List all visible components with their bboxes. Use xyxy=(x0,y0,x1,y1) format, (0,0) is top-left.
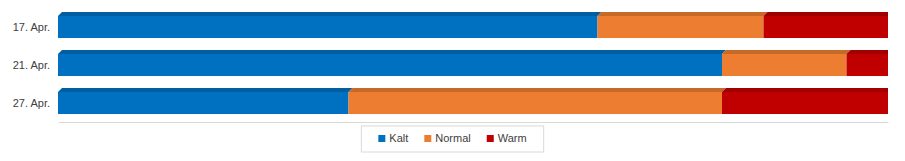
bar-top xyxy=(58,12,602,16)
legend-item: Normal xyxy=(424,132,470,144)
bar-top xyxy=(58,50,726,54)
legend-item: Warm xyxy=(487,132,527,144)
bar xyxy=(722,54,847,76)
legend-label: Kalt xyxy=(389,132,408,144)
tick-label: 21. Apr. xyxy=(13,59,50,71)
bar xyxy=(58,16,598,38)
x-axis xyxy=(59,122,889,123)
bar xyxy=(58,54,722,76)
y-axis: 17. Apr. 21. Apr. 27. Apr. xyxy=(13,21,50,109)
legend-swatch xyxy=(424,135,431,142)
tick-label: 17. Apr. xyxy=(13,21,50,33)
axis-line xyxy=(59,122,889,123)
bar xyxy=(764,16,889,38)
legend: Kalt Normal Warm xyxy=(361,126,543,152)
legend-item: Kalt xyxy=(378,132,408,144)
bar-top xyxy=(847,50,889,54)
bar-top xyxy=(722,88,888,92)
bar xyxy=(722,92,888,114)
bar xyxy=(349,92,723,114)
tick: 27. Apr. xyxy=(13,97,50,109)
bar-top xyxy=(764,12,889,16)
tick-label: 27. Apr. xyxy=(13,97,50,109)
chart: 17. Apr. 21. Apr. 27. Apr. Kalt Normal Warm xyxy=(0,0,905,161)
legend-box xyxy=(361,126,543,152)
legend-label: Normal xyxy=(435,132,470,144)
tick: 21. Apr. xyxy=(13,59,50,71)
legend-swatch xyxy=(487,135,494,142)
bar xyxy=(58,92,349,114)
legend-swatch xyxy=(378,135,385,142)
bar-top xyxy=(722,50,851,54)
bars xyxy=(58,12,888,114)
bar-top xyxy=(349,88,727,92)
tick: 17. Apr. xyxy=(13,21,50,33)
bar-top xyxy=(58,88,353,92)
bar xyxy=(847,54,889,76)
legend-label: Warm xyxy=(498,132,527,144)
bar xyxy=(598,16,764,38)
bar-top xyxy=(598,12,768,16)
